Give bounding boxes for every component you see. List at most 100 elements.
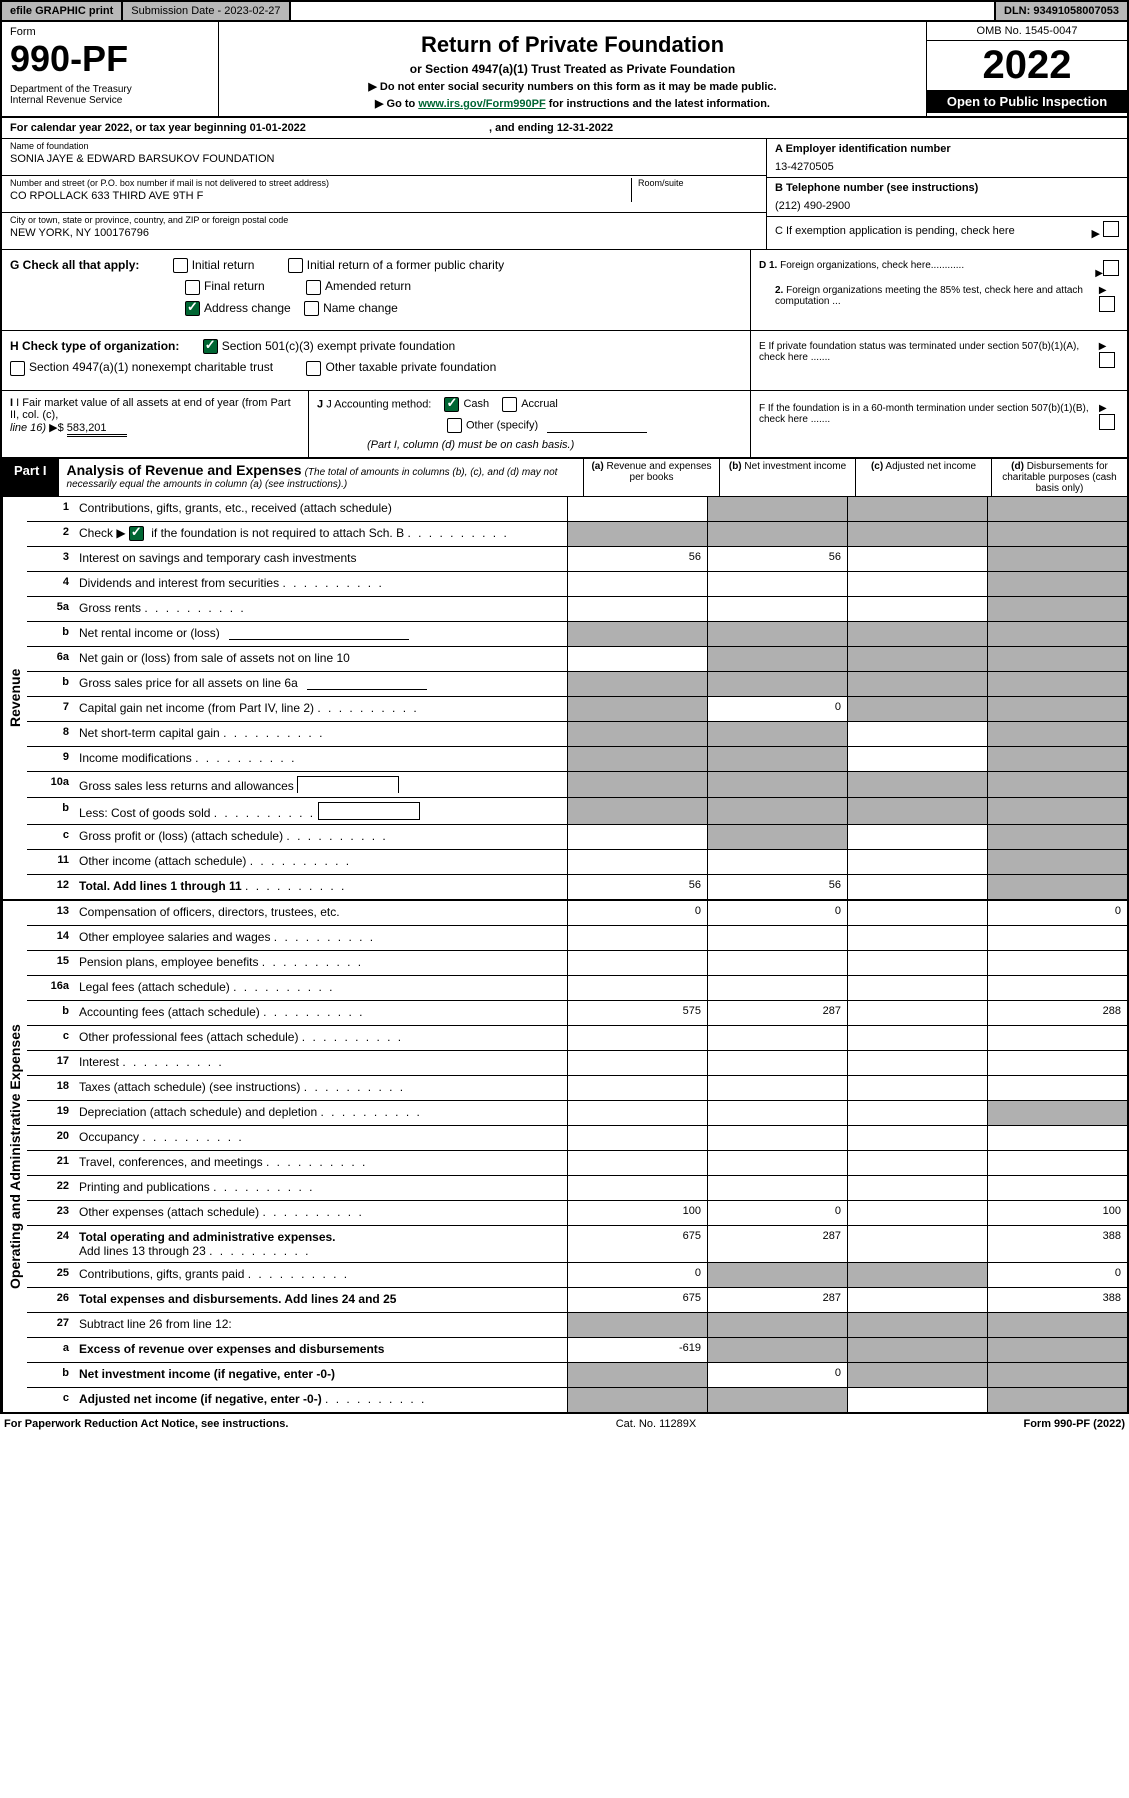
row-11: 11 Other income (attach schedule) xyxy=(27,850,1127,875)
r19-c xyxy=(847,1101,987,1125)
g-label: G Check all that apply: xyxy=(10,258,139,272)
r20-a xyxy=(567,1126,707,1150)
row-10b: b Less: Cost of goods sold xyxy=(27,798,1127,825)
cb-name-change[interactable] xyxy=(304,301,319,316)
top-bar: efile GRAPHIC print Submission Date - 20… xyxy=(0,0,1129,22)
exempt-arrow-box: ▶ xyxy=(1091,221,1119,240)
row-25: 25 Contributions, gifts, grants paid 00 xyxy=(27,1263,1127,1288)
note-link: ▶ Go to www.irs.gov/Form990PF for instru… xyxy=(225,97,920,110)
ln-10c: c xyxy=(27,825,75,849)
r16c-text: Other professional fees (attach schedule… xyxy=(79,1030,298,1044)
tax-year: 2022 xyxy=(927,41,1127,90)
cb-accrual[interactable] xyxy=(502,397,517,412)
row-18: 18 Taxes (attach schedule) (see instruct… xyxy=(27,1076,1127,1101)
r10a-a xyxy=(567,772,707,797)
r27b-b: 0 xyxy=(707,1363,847,1387)
cb-addr-change[interactable] xyxy=(185,301,200,316)
ln-27b: b xyxy=(27,1363,75,1387)
ln-7: 7 xyxy=(27,697,75,721)
cb-other-tax[interactable] xyxy=(306,361,321,376)
row-5a: 5a Gross rents xyxy=(27,597,1127,622)
h-checks: H Check type of organization: Section 50… xyxy=(2,331,750,390)
r11-text: Other income (attach schedule) xyxy=(79,854,246,868)
cb-501c3[interactable] xyxy=(203,339,218,354)
desc-3: Interest on savings and temporary cash i… xyxy=(75,547,567,571)
r26-b: 287 xyxy=(707,1288,847,1312)
cb-4947[interactable] xyxy=(10,361,25,376)
r7-text: Capital gain net income (from Part IV, l… xyxy=(79,701,314,715)
r24-c xyxy=(847,1226,987,1262)
form-header: Form 990-PF Department of the Treasury I… xyxy=(0,22,1129,118)
cb-amended[interactable] xyxy=(306,280,321,295)
r24-b: 287 xyxy=(707,1226,847,1262)
row-24: 24 Total operating and administrative ex… xyxy=(27,1226,1127,1263)
row-13: 13 Compensation of officers, directors, … xyxy=(27,901,1127,926)
row-6b: b Gross sales price for all assets on li… xyxy=(27,672,1127,697)
cat-no: Cat. No. 11289X xyxy=(616,1418,697,1430)
exempt-label: C If exemption application is pending, c… xyxy=(775,225,1015,237)
r1-b xyxy=(707,497,847,521)
r5a-c xyxy=(847,597,987,621)
cb-final[interactable] xyxy=(185,280,200,295)
row-12: 12 Total. Add lines 1 through 11 5656 xyxy=(27,875,1127,899)
desc-24: Total operating and administrative expen… xyxy=(75,1226,567,1262)
irs-link[interactable]: www.irs.gov/Form990PF xyxy=(418,98,545,110)
revenue-table: Revenue 1 Contributions, gifts, grants, … xyxy=(0,497,1129,901)
desc-27c: Adjusted net income (if negative, enter … xyxy=(75,1388,567,1412)
r11-c xyxy=(847,850,987,874)
r4-text: Dividends and interest from securities xyxy=(79,576,279,590)
cb-cash[interactable] xyxy=(444,397,459,412)
foundation-name: SONIA JAYE & EDWARD BARSUKOV FOUNDATION xyxy=(10,153,758,165)
r5b-b xyxy=(707,622,847,646)
desc-10c: Gross profit or (loss) (attach schedule) xyxy=(75,825,567,849)
cb-initial[interactable] xyxy=(173,258,188,273)
r25-b xyxy=(707,1263,847,1287)
r18-c xyxy=(847,1076,987,1100)
r9-c xyxy=(847,747,987,771)
r27c-text: Adjusted net income (if negative, enter … xyxy=(79,1392,322,1406)
cb-initial-former[interactable] xyxy=(288,258,303,273)
cb-sch-b[interactable] xyxy=(129,526,144,541)
row-10a: 10a Gross sales less returns and allowan… xyxy=(27,772,1127,798)
desc-12: Total. Add lines 1 through 11 xyxy=(75,875,567,899)
r10b-text: Less: Cost of goods sold xyxy=(79,806,210,820)
expenses-body: 13 Compensation of officers, directors, … xyxy=(27,901,1127,1412)
desc-9: Income modifications xyxy=(75,747,567,771)
r7-a xyxy=(567,697,707,721)
desc-16b: Accounting fees (attach schedule) xyxy=(75,1001,567,1025)
row-6a: 6a Net gain or (loss) from sale of asset… xyxy=(27,647,1127,672)
cash-label: Cash xyxy=(463,398,489,410)
r15-text: Pension plans, employee benefits xyxy=(79,955,258,969)
r27c-d xyxy=(987,1388,1127,1412)
desc-6a: Net gain or (loss) from sale of assets n… xyxy=(75,647,567,671)
r9-b xyxy=(707,747,847,771)
r12-c xyxy=(847,875,987,899)
desc-2: Check ▶ if the foundation is not require… xyxy=(75,522,567,546)
r16a-text: Legal fees (attach schedule) xyxy=(79,980,230,994)
r27c-b xyxy=(707,1388,847,1412)
desc-26: Total expenses and disbursements. Add li… xyxy=(75,1288,567,1312)
f-text: F If the foundation is in a 60-month ter… xyxy=(759,403,1099,433)
entity-right: A Employer identification number 13-4270… xyxy=(766,139,1127,249)
r11-b xyxy=(707,850,847,874)
r11-a xyxy=(567,850,707,874)
r5a-d xyxy=(987,597,1127,621)
r8-b xyxy=(707,722,847,746)
r24-d: 388 xyxy=(987,1226,1127,1262)
cb-other-method[interactable] xyxy=(447,418,462,433)
r15-a xyxy=(567,951,707,975)
r16c-c xyxy=(847,1026,987,1050)
desc-19: Depreciation (attach schedule) and deple… xyxy=(75,1101,567,1125)
col-b-head: (b) Net investment income xyxy=(719,459,855,496)
desc-27b: Net investment income (if negative, ente… xyxy=(75,1363,567,1387)
room-label: Room/suite xyxy=(638,178,758,188)
ln-26: 26 xyxy=(27,1288,75,1312)
desc-25: Contributions, gifts, grants paid xyxy=(75,1263,567,1287)
cal-begin: For calendar year 2022, or tax year begi… xyxy=(10,122,306,134)
efile-label[interactable]: efile GRAPHIC print xyxy=(2,2,123,20)
desc-15: Pension plans, employee benefits xyxy=(75,951,567,975)
r22-text: Printing and publications xyxy=(79,1180,210,1194)
header-right: OMB No. 1545-0047 2022 Open to Public In… xyxy=(926,22,1127,116)
part1-desc: Analysis of Revenue and Expenses (The to… xyxy=(59,459,583,496)
r10c-d xyxy=(987,825,1127,849)
